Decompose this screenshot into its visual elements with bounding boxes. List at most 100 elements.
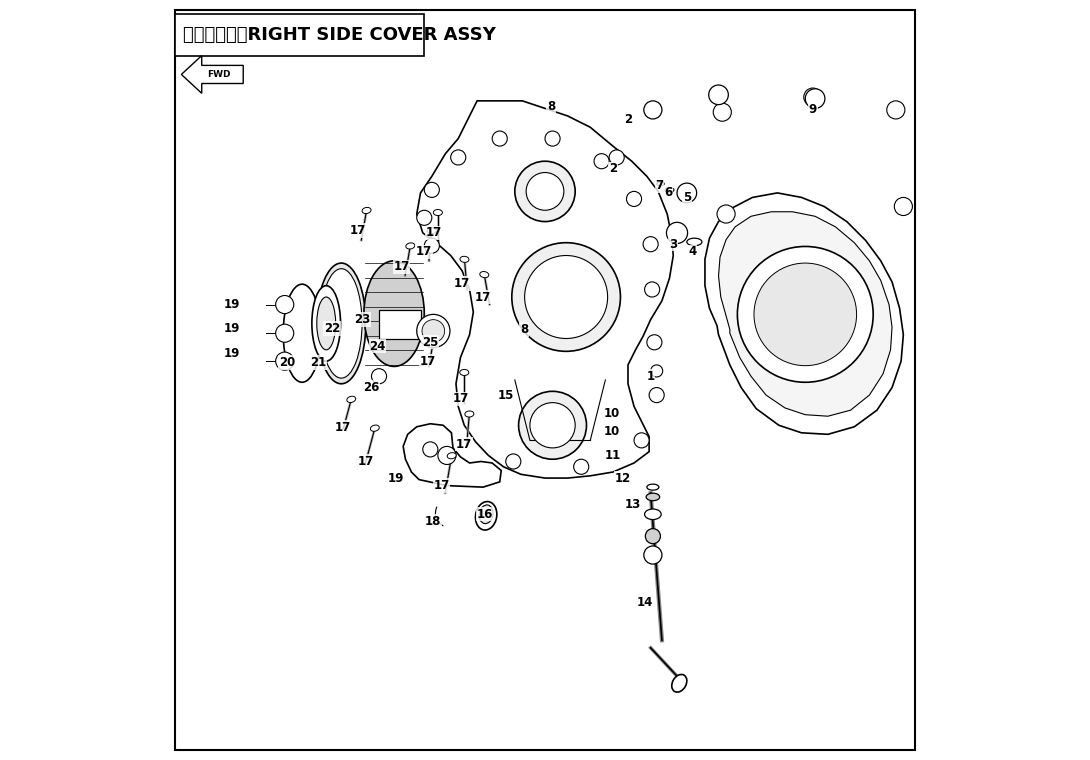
Circle shape xyxy=(677,183,697,203)
Ellipse shape xyxy=(464,411,474,417)
Ellipse shape xyxy=(687,238,702,245)
Ellipse shape xyxy=(644,509,662,520)
Ellipse shape xyxy=(480,505,493,524)
Text: 10: 10 xyxy=(603,425,619,438)
Text: 5: 5 xyxy=(682,191,691,204)
Circle shape xyxy=(424,182,439,198)
Text: 17: 17 xyxy=(420,355,436,368)
Circle shape xyxy=(423,442,438,457)
Text: 8: 8 xyxy=(520,323,528,336)
Text: 17: 17 xyxy=(425,226,441,239)
Circle shape xyxy=(372,369,387,384)
Text: 22: 22 xyxy=(324,322,340,335)
Text: 19: 19 xyxy=(223,322,240,335)
Circle shape xyxy=(276,296,294,314)
Ellipse shape xyxy=(427,228,436,234)
Circle shape xyxy=(530,403,576,448)
Circle shape xyxy=(450,150,465,165)
Text: 17: 17 xyxy=(393,261,410,274)
Circle shape xyxy=(276,352,294,370)
Polygon shape xyxy=(181,55,243,93)
Text: 4: 4 xyxy=(688,245,697,258)
Circle shape xyxy=(644,546,662,564)
Text: 17: 17 xyxy=(359,455,374,468)
Text: 24: 24 xyxy=(370,340,386,353)
Text: 11: 11 xyxy=(605,449,621,462)
Circle shape xyxy=(276,325,294,342)
Ellipse shape xyxy=(665,188,674,192)
Text: 2: 2 xyxy=(623,113,632,126)
Text: 10: 10 xyxy=(603,407,619,420)
Ellipse shape xyxy=(671,674,687,692)
Circle shape xyxy=(737,246,873,382)
Ellipse shape xyxy=(460,256,469,262)
Circle shape xyxy=(627,192,642,207)
Text: 6: 6 xyxy=(664,186,673,199)
Text: 17: 17 xyxy=(335,421,351,434)
Circle shape xyxy=(894,198,912,216)
Text: 20: 20 xyxy=(279,356,295,369)
Text: 19: 19 xyxy=(223,347,240,360)
Ellipse shape xyxy=(364,261,424,366)
Ellipse shape xyxy=(480,271,488,277)
Text: 26: 26 xyxy=(363,381,379,394)
Text: 2: 2 xyxy=(609,162,617,176)
Ellipse shape xyxy=(371,425,379,432)
Circle shape xyxy=(643,236,658,252)
Text: 19: 19 xyxy=(388,471,404,485)
Ellipse shape xyxy=(312,286,340,361)
Text: 8: 8 xyxy=(547,100,555,113)
Circle shape xyxy=(713,103,731,122)
Text: 1: 1 xyxy=(646,369,655,383)
Circle shape xyxy=(438,446,456,464)
Text: 25: 25 xyxy=(422,336,438,349)
Circle shape xyxy=(594,154,609,169)
Ellipse shape xyxy=(646,484,659,490)
Ellipse shape xyxy=(447,453,457,459)
Ellipse shape xyxy=(347,396,355,403)
Circle shape xyxy=(422,320,445,342)
Text: 14: 14 xyxy=(637,596,653,609)
Circle shape xyxy=(416,315,450,347)
Text: 18: 18 xyxy=(425,515,441,527)
Bar xyxy=(175,14,424,55)
Circle shape xyxy=(634,432,650,448)
Ellipse shape xyxy=(646,493,659,501)
Ellipse shape xyxy=(405,243,415,249)
Circle shape xyxy=(645,529,661,543)
Text: 16: 16 xyxy=(476,508,493,521)
Polygon shape xyxy=(705,193,904,434)
Text: 13: 13 xyxy=(626,498,641,511)
Bar xyxy=(379,310,421,338)
Circle shape xyxy=(646,334,662,350)
Circle shape xyxy=(506,454,521,469)
Circle shape xyxy=(514,161,576,222)
Circle shape xyxy=(650,388,664,403)
Circle shape xyxy=(644,101,662,119)
Text: 17: 17 xyxy=(456,438,472,451)
Text: FWD: FWD xyxy=(207,70,231,79)
Circle shape xyxy=(524,255,607,338)
Text: 15: 15 xyxy=(497,388,514,401)
Ellipse shape xyxy=(283,284,320,382)
Circle shape xyxy=(754,263,857,366)
Polygon shape xyxy=(718,212,892,416)
Circle shape xyxy=(803,88,822,106)
Text: 21: 21 xyxy=(311,356,327,369)
Text: 7: 7 xyxy=(655,179,664,192)
Circle shape xyxy=(708,85,728,105)
Ellipse shape xyxy=(460,369,469,375)
Text: 17: 17 xyxy=(350,224,366,237)
Text: 3: 3 xyxy=(669,238,677,251)
Circle shape xyxy=(519,391,586,459)
Ellipse shape xyxy=(317,263,366,384)
Circle shape xyxy=(545,131,560,146)
Polygon shape xyxy=(403,424,501,487)
Text: 23: 23 xyxy=(354,313,371,326)
Circle shape xyxy=(651,365,663,377)
Ellipse shape xyxy=(475,502,497,530)
Ellipse shape xyxy=(320,269,362,378)
Circle shape xyxy=(573,459,589,474)
Circle shape xyxy=(806,89,825,109)
Ellipse shape xyxy=(434,210,443,216)
